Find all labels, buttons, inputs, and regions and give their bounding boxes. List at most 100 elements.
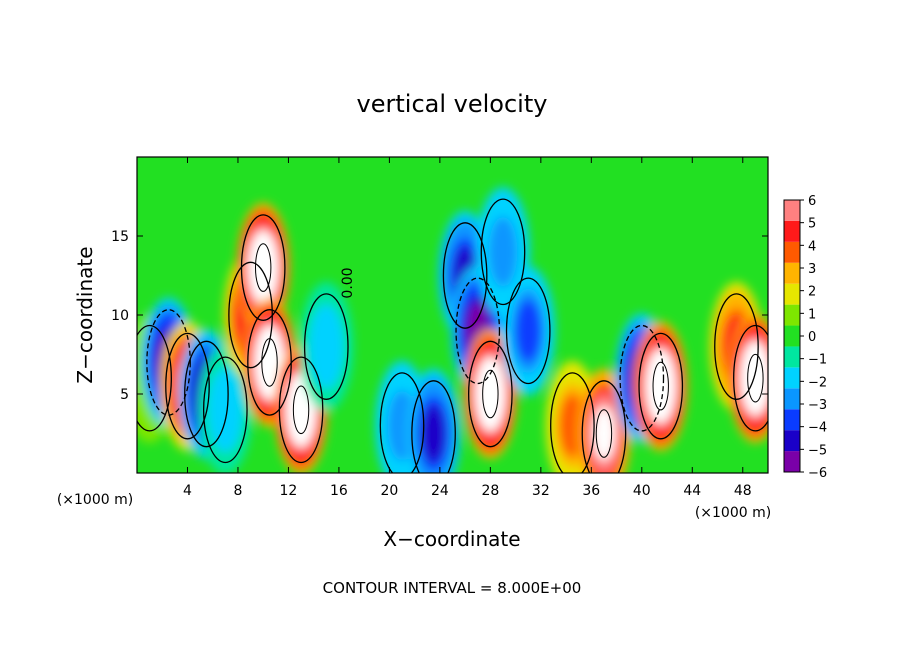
zero-contour: [411, 380, 456, 473]
x-tick-label: 32: [532, 483, 550, 499]
zero-contour: [505, 277, 551, 385]
field-level: [207, 367, 243, 453]
field-patch: [463, 329, 517, 459]
field-level: [479, 368, 502, 420]
zero-contour: [638, 332, 684, 440]
contour-line: [261, 338, 278, 387]
colorbar-tick-label: 5: [808, 217, 816, 232]
colorbar-tick-label: 6: [808, 194, 816, 209]
x-tick-label: 12: [280, 483, 298, 499]
x-tick-label: 40: [633, 483, 651, 499]
x-axis-ticks: 4 8 12 16 20 24 28 32 36 40 44 48: [183, 157, 752, 499]
zero-contour: [202, 356, 248, 464]
zero-contour: [303, 293, 349, 400]
field-level: [592, 406, 615, 461]
zero-contour: [581, 380, 627, 473]
contour-line: [255, 243, 272, 292]
y-tick-label: 15: [111, 229, 129, 245]
field-patch: [577, 368, 631, 473]
colorbar-tick-label: −2: [808, 375, 827, 390]
field-level: [258, 336, 281, 389]
zero-contour: [550, 372, 595, 473]
contour-line: [292, 385, 310, 435]
y-axis-ticks: 5 10 15: [111, 229, 768, 403]
colorbar-tick-label: −3: [808, 398, 827, 413]
x-tick-label: 24: [431, 483, 449, 499]
field-patch: [728, 313, 768, 443]
colorbar-swatch: [784, 283, 800, 305]
y-tick-label: 10: [111, 308, 129, 324]
zero-contour: [480, 198, 526, 306]
colorbar-swatch: [784, 409, 800, 431]
colorbar-swatch: [784, 367, 800, 389]
colorbar-tick-label: −5: [808, 443, 827, 458]
contour-interval-note: CONTOUR INTERVAL = 8.000E+00: [323, 579, 582, 597]
contour-line: [747, 353, 764, 403]
field-patch: [406, 368, 461, 473]
x-axis-label: X−coordinate: [383, 527, 520, 551]
zero-contour: [455, 277, 501, 385]
field-level: [308, 304, 344, 390]
chart-title: vertical velocity: [357, 90, 548, 118]
field-level: [515, 299, 542, 363]
zero-contour: [733, 324, 768, 432]
contour-lines: [137, 198, 768, 473]
colorbar: 6 5 4 3 2 1 0 −1 −2 −3 −4 −5 −6: [783, 194, 827, 481]
field-level: [290, 383, 312, 436]
x-tick-label: 16: [330, 483, 348, 499]
x-tick-label: 48: [734, 483, 752, 499]
field-level: [488, 216, 518, 287]
field-patch: [299, 282, 353, 412]
field-patch: [501, 266, 555, 396]
colorbar-swatch: [784, 325, 800, 347]
zero-contour: [278, 356, 324, 464]
colorbar-tick-label: 4: [808, 239, 816, 254]
colorbar-tick-label: −4: [808, 421, 827, 436]
field-patch: [634, 321, 688, 451]
x-tick-label: 28: [481, 483, 499, 499]
colorbar-tick-label: −1: [808, 353, 827, 368]
contour-line: [652, 361, 669, 411]
zero-contour: [146, 309, 191, 416]
colorbar-swatch: [784, 388, 800, 410]
colorbar-swatch: [784, 430, 800, 452]
field-patch: [198, 345, 252, 473]
x-unit-left: (×1000 m): [57, 492, 133, 508]
x-unit-right: (×1000 m): [695, 505, 771, 521]
y-axis-label: Z−coordinate: [73, 246, 97, 383]
zero-contour: [165, 332, 210, 440]
zero-contour: [137, 324, 172, 432]
colorbar-tick-label: −6: [808, 466, 827, 481]
x-tick-label: 4: [183, 483, 192, 499]
x-tick-label: 36: [582, 483, 600, 499]
field-patch: [236, 203, 290, 333]
colorbar-swatch: [784, 241, 800, 263]
zero-contour: [714, 293, 759, 400]
x-tick-label: 8: [233, 483, 242, 499]
contour-label: 0.00: [340, 267, 356, 298]
zero-contour: [240, 214, 286, 321]
field-level: [744, 352, 767, 405]
field-level: [421, 404, 446, 463]
x-tick-label: 44: [683, 483, 701, 499]
contour-line: [595, 409, 613, 458]
colorbar-swatch: [784, 451, 800, 472]
zero-contour: [442, 222, 488, 329]
zero-contour: [619, 324, 665, 432]
colorbar-tick-label: 1: [808, 307, 816, 322]
colorbar-tick-label: 0: [808, 330, 816, 345]
colorbar-swatch: [784, 304, 800, 326]
contour-line: [482, 369, 499, 419]
colorbar-tick-label: 3: [808, 262, 816, 277]
colorbar-swatch: [784, 220, 800, 242]
colorbar-swatch: [784, 200, 800, 221]
colorbar-tick-label: 2: [808, 285, 816, 300]
x-tick-label: 20: [380, 483, 398, 499]
zero-contour: [184, 340, 229, 448]
colorbar-swatch: [784, 262, 800, 284]
zero-contour: [379, 372, 425, 473]
field-level: [650, 360, 672, 413]
